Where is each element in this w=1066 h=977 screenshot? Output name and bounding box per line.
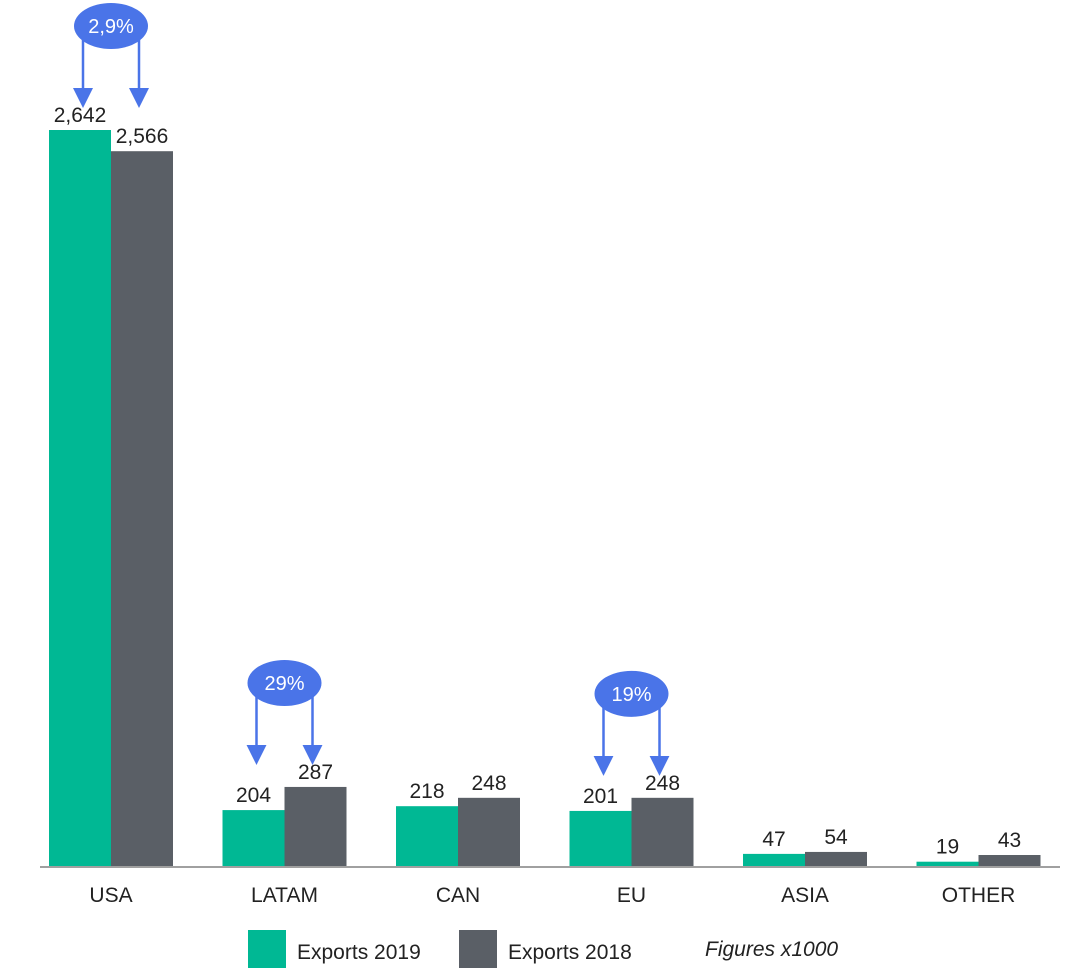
legend-swatch-exports-2018 bbox=[459, 930, 497, 968]
bar-asia-exports-2019 bbox=[743, 853, 805, 867]
bar-usa-exports-2018 bbox=[111, 151, 173, 867]
value-label-asia-exports-2019: 47 bbox=[762, 828, 785, 851]
annotations-layer: 2,9% 29% 19% bbox=[73, 3, 670, 776]
value-label-latam-exports-2018: 287 bbox=[298, 761, 333, 784]
bar-asia-exports-2018 bbox=[805, 851, 867, 867]
value-label-usa-exports-2018: 2,566 bbox=[116, 125, 169, 148]
bar-can-exports-2018 bbox=[458, 797, 520, 867]
x-axis-ticks: USA LATAM CAN EU ASIA OTHER bbox=[89, 884, 1015, 907]
bar-usa-exports-2019 bbox=[49, 130, 111, 867]
labels-layer: 2,642 2,566 204 287 218 248 201 248 47 54 19 43 bbox=[54, 104, 1021, 859]
value-label-usa-exports-2019: 2,642 bbox=[54, 104, 107, 127]
bars-layer bbox=[49, 130, 1041, 867]
x-tick-latam: LATAM bbox=[251, 884, 318, 907]
annotation-bubble-latam bbox=[247, 659, 322, 706]
value-label-eu-exports-2019: 201 bbox=[583, 785, 618, 808]
annotation-bubble-usa bbox=[74, 3, 148, 49]
value-label-eu-exports-2018: 248 bbox=[645, 772, 680, 795]
bar-can-exports-2019 bbox=[396, 806, 458, 867]
value-label-asia-exports-2018: 54 bbox=[824, 826, 848, 849]
x-tick-can: CAN bbox=[436, 884, 480, 907]
bar-eu-exports-2018 bbox=[631, 797, 694, 867]
annotation-bubble-eu bbox=[594, 670, 669, 717]
value-label-other-exports-2018: 43 bbox=[998, 829, 1021, 852]
figures-note: Figures x1000 bbox=[705, 938, 838, 961]
x-tick-usa: USA bbox=[89, 884, 132, 907]
annotation-label-latam: 29% bbox=[264, 673, 304, 695]
value-label-latam-exports-2019: 204 bbox=[236, 784, 271, 807]
value-label-can-exports-2018: 248 bbox=[471, 772, 506, 795]
bar-latam-exports-2019 bbox=[222, 810, 285, 867]
x-tick-asia: ASIA bbox=[781, 884, 829, 907]
bar-latam-exports-2018 bbox=[284, 786, 347, 867]
legend-swatch-exports-2019 bbox=[248, 930, 286, 968]
bar-other-exports-2019 bbox=[916, 861, 979, 867]
x-tick-eu: EU bbox=[617, 884, 646, 907]
annotation-label-usa: 2,9% bbox=[88, 16, 134, 38]
value-label-can-exports-2019: 218 bbox=[409, 780, 444, 803]
bar-eu-exports-2019 bbox=[569, 810, 632, 867]
bar-other-exports-2018 bbox=[978, 855, 1041, 867]
legend-label-exports-2019: Exports 2019 bbox=[297, 941, 421, 964]
value-label-other-exports-2019: 19 bbox=[936, 836, 959, 859]
legend: Exports 2019 Exports 2018 Figures x1000 bbox=[248, 930, 838, 968]
legend-label-exports-2018: Exports 2018 bbox=[508, 941, 632, 964]
annotation-label-eu: 19% bbox=[611, 684, 651, 706]
x-tick-other: OTHER bbox=[942, 884, 1016, 907]
